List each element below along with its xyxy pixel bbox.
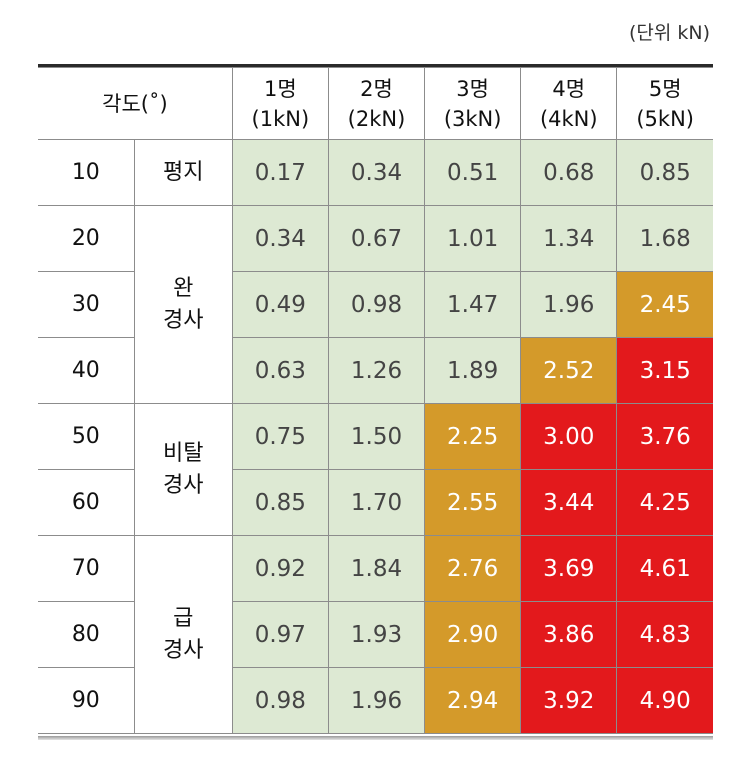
- load-value-cell: 0.34: [231, 205, 329, 272]
- angle-cell: 30: [38, 271, 135, 338]
- load-value-cell: 0.68: [520, 139, 618, 206]
- person-header-3: 3명 (3kN): [424, 67, 522, 140]
- load-value-cell: 0.98: [327, 271, 426, 338]
- table-row: 70 급 경사 0.92 1.84 2.76 3.69 4.61: [38, 535, 713, 734]
- load-value-cell: 2.52: [520, 337, 618, 404]
- load-value-cell: 0.49: [231, 271, 329, 338]
- load-value-cell: 3.44: [520, 469, 618, 536]
- load-value-cell: 0.51: [424, 139, 522, 206]
- load-value-cell: 1.26: [327, 337, 426, 404]
- table-bottom-shadow: [38, 736, 713, 740]
- slope-label-line1: 급: [173, 605, 194, 631]
- load-value-cell: 4.90: [616, 667, 713, 734]
- load-value-cell: 1.34: [520, 205, 618, 272]
- slope-type-cell: 평지: [133, 139, 233, 206]
- load-value-cell: 3.69: [520, 535, 618, 602]
- load-value-cell: 0.75: [231, 403, 329, 470]
- header-row: 각도(˚) 1명 (1kN) 2명 (2kN) 3명 (3kN) 4명 (4kN) 5명…: [38, 67, 713, 140]
- angle-cell: 60: [38, 469, 135, 536]
- load-value-cell: 1.68: [616, 205, 713, 272]
- person-header-5: 5명 (5kN): [616, 67, 713, 140]
- load-value-cell: 2.94: [424, 667, 522, 734]
- table-top-rule: [38, 64, 713, 67]
- slope-label-line2: 경사: [162, 307, 204, 333]
- load-value-cell: 0.17: [231, 139, 329, 206]
- angle-cell: 20: [38, 205, 135, 272]
- load-value-cell: 1.01: [424, 205, 522, 272]
- load-value-cell: 2.76: [424, 535, 522, 602]
- load-value-cell: 1.70: [327, 469, 426, 536]
- unit-label: (단위 kN): [628, 22, 710, 44]
- slope-label-line1: 완: [173, 275, 194, 301]
- angle-cell: 50: [38, 403, 135, 470]
- angle-cell: 70: [38, 535, 135, 602]
- load-value-cell: 0.85: [616, 139, 713, 206]
- load-value-cell: 0.92: [231, 535, 329, 602]
- person-header-1: 1명 (1kN): [231, 67, 329, 140]
- slope-label-line1: 비탈: [162, 440, 204, 466]
- load-value-cell: 4.61: [616, 535, 713, 602]
- load-value-cell: 1.47: [424, 271, 522, 338]
- load-value-cell: 1.93: [327, 601, 426, 668]
- load-value-cell: 4.83: [616, 601, 713, 668]
- slope-label-line2: 경사: [162, 637, 204, 663]
- load-value-cell: 0.63: [231, 337, 329, 404]
- load-value-cell: 1.50: [327, 403, 426, 470]
- angle-cell: 10: [38, 139, 135, 206]
- table-row: 40 0.63 1.26 1.89 2.52 3.15: [38, 337, 713, 404]
- angle-cell: 40: [38, 337, 135, 404]
- load-value-cell: 1.96: [520, 271, 618, 338]
- load-value-cell: 3.76: [616, 403, 713, 470]
- load-table-container: 각도(˚) 1명 (1kN) 2명 (2kN) 3명 (3kN) 4명 (4kN) 5명…: [38, 64, 713, 740]
- load-value-cell: 0.67: [327, 205, 426, 272]
- table-row: 30 0.49 0.98 1.47 1.96 2.45: [38, 271, 713, 338]
- load-value-cell: 3.15: [616, 337, 713, 404]
- table-row: 80 0.97 1.93 2.90 3.86 4.83: [38, 601, 713, 668]
- load-value-cell: 0.85: [231, 469, 329, 536]
- table-row: 90 0.98 1.96 2.94 3.92 4.90: [38, 667, 713, 734]
- angle-header: 각도(˚): [38, 67, 233, 140]
- table-row: 50 비탈 경사 0.75 1.50 2.25 3.00 3.76: [38, 403, 713, 536]
- load-value-cell: 3.92: [520, 667, 618, 734]
- load-value-cell: 0.97: [231, 601, 329, 668]
- slope-label-line2: 경사: [162, 472, 204, 498]
- table-body: 10 평지 0.17 0.34 0.51 0.68 0.85 20 완 경사 0.34 0.67 1.0…: [38, 139, 713, 734]
- load-value-cell: 1.96: [327, 667, 426, 734]
- load-value-cell: 3.86: [520, 601, 618, 668]
- load-value-cell: 2.25: [424, 403, 522, 470]
- table-row: 20 완 경사 0.34 0.67 1.01 1.34 1.68: [38, 205, 713, 404]
- load-value-cell: 1.84: [327, 535, 426, 602]
- person-header-4: 4명 (4kN): [520, 67, 618, 140]
- load-table: 각도(˚) 1명 (1kN) 2명 (2kN) 3명 (3kN) 4명 (4kN) 5명…: [38, 67, 713, 734]
- load-value-cell: 1.89: [424, 337, 522, 404]
- load-value-cell: 2.55: [424, 469, 522, 536]
- angle-cell: 80: [38, 601, 135, 668]
- angle-cell: 90: [38, 667, 135, 734]
- load-value-cell: 2.45: [616, 271, 713, 338]
- person-header-2: 2명 (2kN): [327, 67, 426, 140]
- load-value-cell: 0.98: [231, 667, 329, 734]
- table-row: 10 평지 0.17 0.34 0.51 0.68 0.85: [38, 139, 713, 206]
- slope-label-line1: 평지: [162, 159, 204, 185]
- load-value-cell: 3.00: [520, 403, 618, 470]
- load-value-cell: 4.25: [616, 469, 713, 536]
- load-value-cell: 0.34: [327, 139, 426, 206]
- load-value-cell: 2.90: [424, 601, 522, 668]
